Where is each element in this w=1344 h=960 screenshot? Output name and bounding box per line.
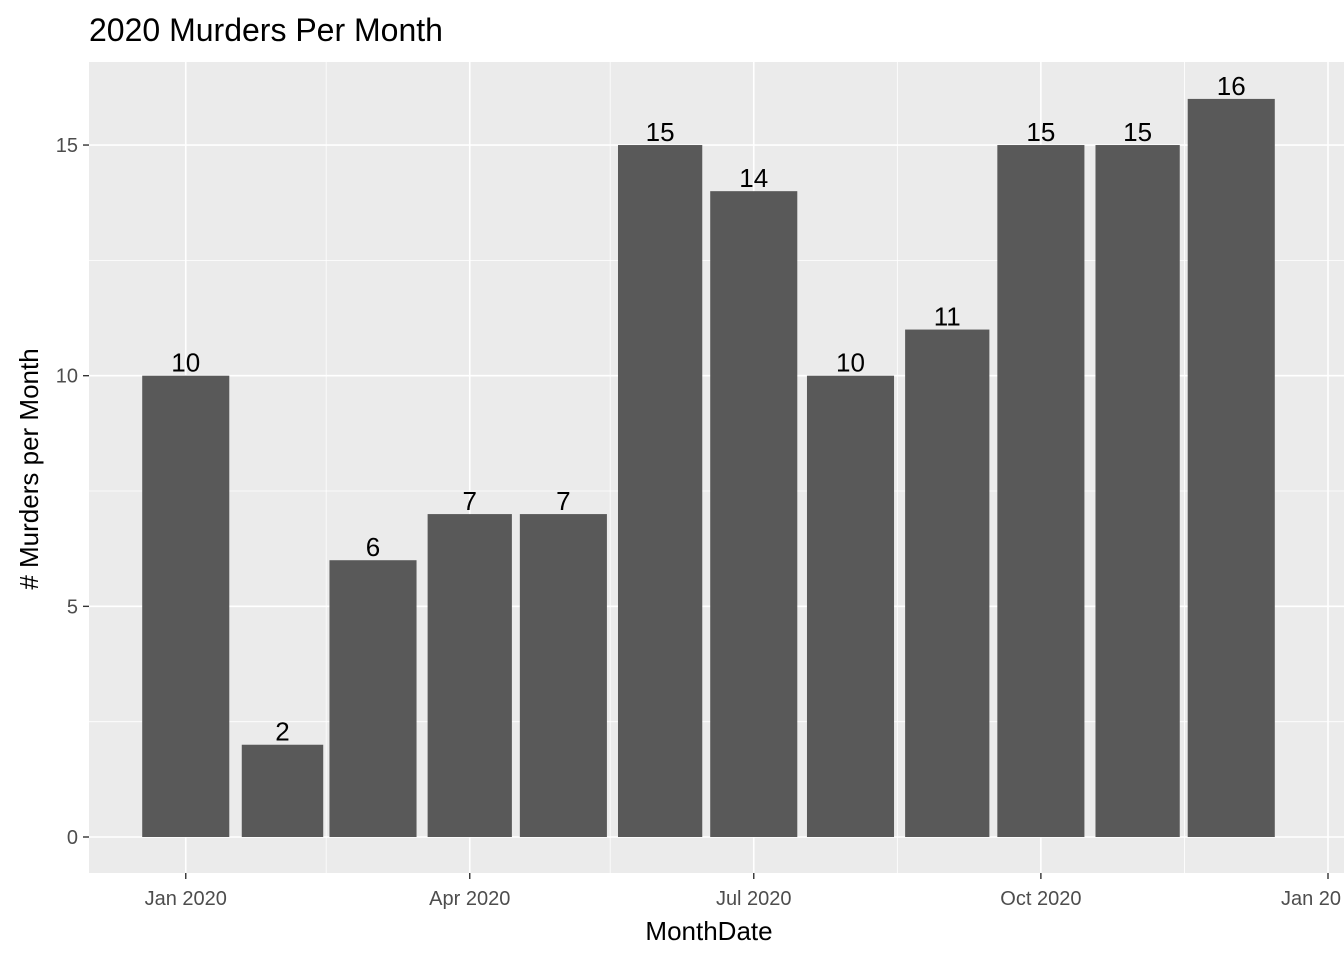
bar xyxy=(142,375,230,837)
bar xyxy=(519,514,607,837)
y-tick-label: 5 xyxy=(67,596,78,618)
x-tick-label: Jan 2020 xyxy=(145,888,227,910)
y-axis-title: # Murders per Month xyxy=(14,348,44,589)
bar-value-label: 6 xyxy=(366,532,380,562)
y-tick-label: 15 xyxy=(56,135,78,157)
bars xyxy=(142,98,1275,838)
bar xyxy=(905,329,990,837)
bar-value-label: 7 xyxy=(556,486,570,516)
bar xyxy=(329,560,417,837)
bar xyxy=(806,375,895,837)
x-tick-label: Jul 2020 xyxy=(716,888,792,910)
bar-value-label: 15 xyxy=(1123,117,1152,147)
bar-value-label: 15 xyxy=(1026,117,1055,147)
bar xyxy=(1095,145,1180,838)
bar-value-label: 15 xyxy=(646,117,675,147)
bar xyxy=(710,191,798,837)
bar-value-labels: 10 2 6 7 7 15 14 10 11 15 15 16 xyxy=(171,71,1245,747)
y-tick-label: 0 xyxy=(67,827,78,849)
x-axis-title: MonthDate xyxy=(645,916,772,946)
y-axis: 0 5 10 15 xyxy=(56,135,89,849)
x-tick-label: Oct 2020 xyxy=(1000,888,1081,910)
x-tick-label: Jan 20 xyxy=(1281,888,1341,910)
x-tick-label: Apr 2020 xyxy=(429,888,510,910)
bar-value-label: 16 xyxy=(1217,71,1246,101)
bar-value-label: 7 xyxy=(463,486,477,516)
chart-title: 2020 Murders Per Month xyxy=(89,12,443,48)
bar xyxy=(617,145,703,838)
y-tick-label: 10 xyxy=(56,366,78,388)
x-axis: Jan 2020 Apr 2020 Jul 2020 Oct 2020 Jan 20 xyxy=(145,873,1341,910)
bar xyxy=(427,514,512,837)
bar-value-label: 10 xyxy=(836,348,865,378)
bar-value-label: 2 xyxy=(275,717,289,747)
bar xyxy=(997,145,1085,838)
bar xyxy=(241,744,324,837)
bar xyxy=(1187,98,1275,837)
bar-value-label: 14 xyxy=(739,163,768,193)
bar-value-label: 11 xyxy=(934,302,961,332)
bar-value-label: 10 xyxy=(171,348,200,378)
